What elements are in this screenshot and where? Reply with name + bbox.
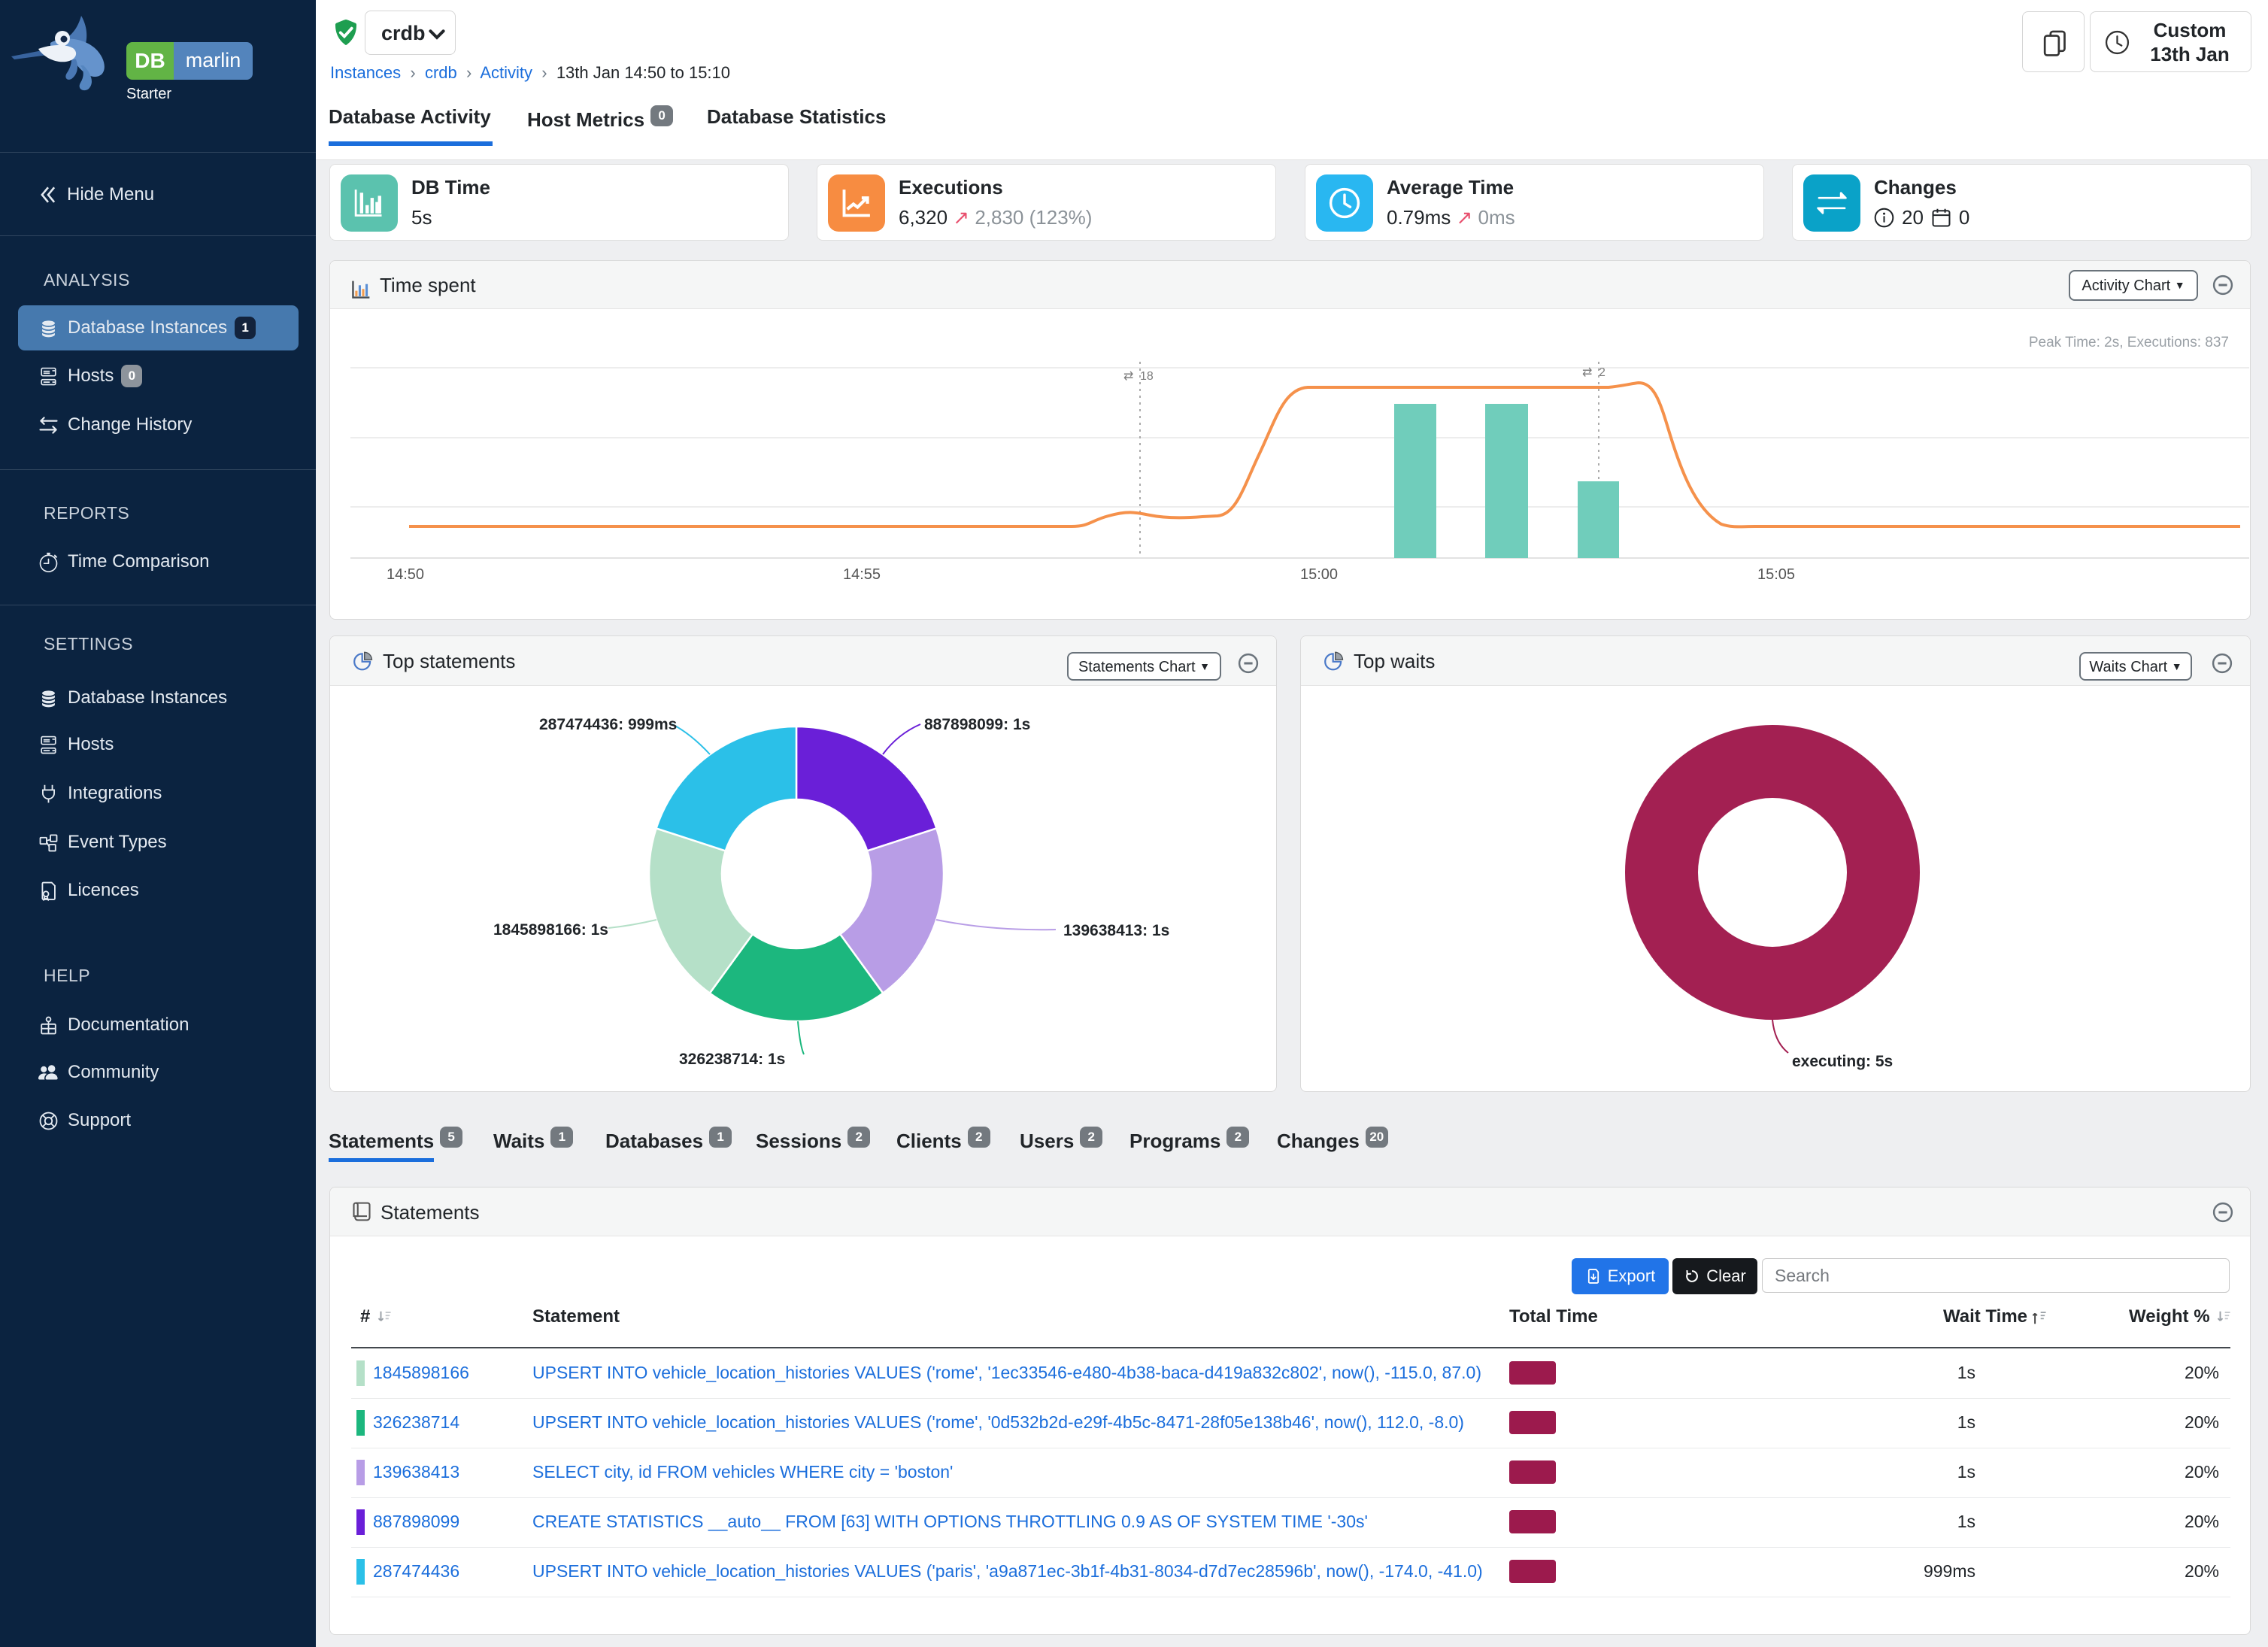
svg-text:2: 2 xyxy=(1599,366,1605,379)
svg-text:⇄: ⇄ xyxy=(1582,366,1592,379)
svg-text:18: 18 xyxy=(1140,370,1154,383)
svg-text:⇄: ⇄ xyxy=(1123,370,1133,383)
